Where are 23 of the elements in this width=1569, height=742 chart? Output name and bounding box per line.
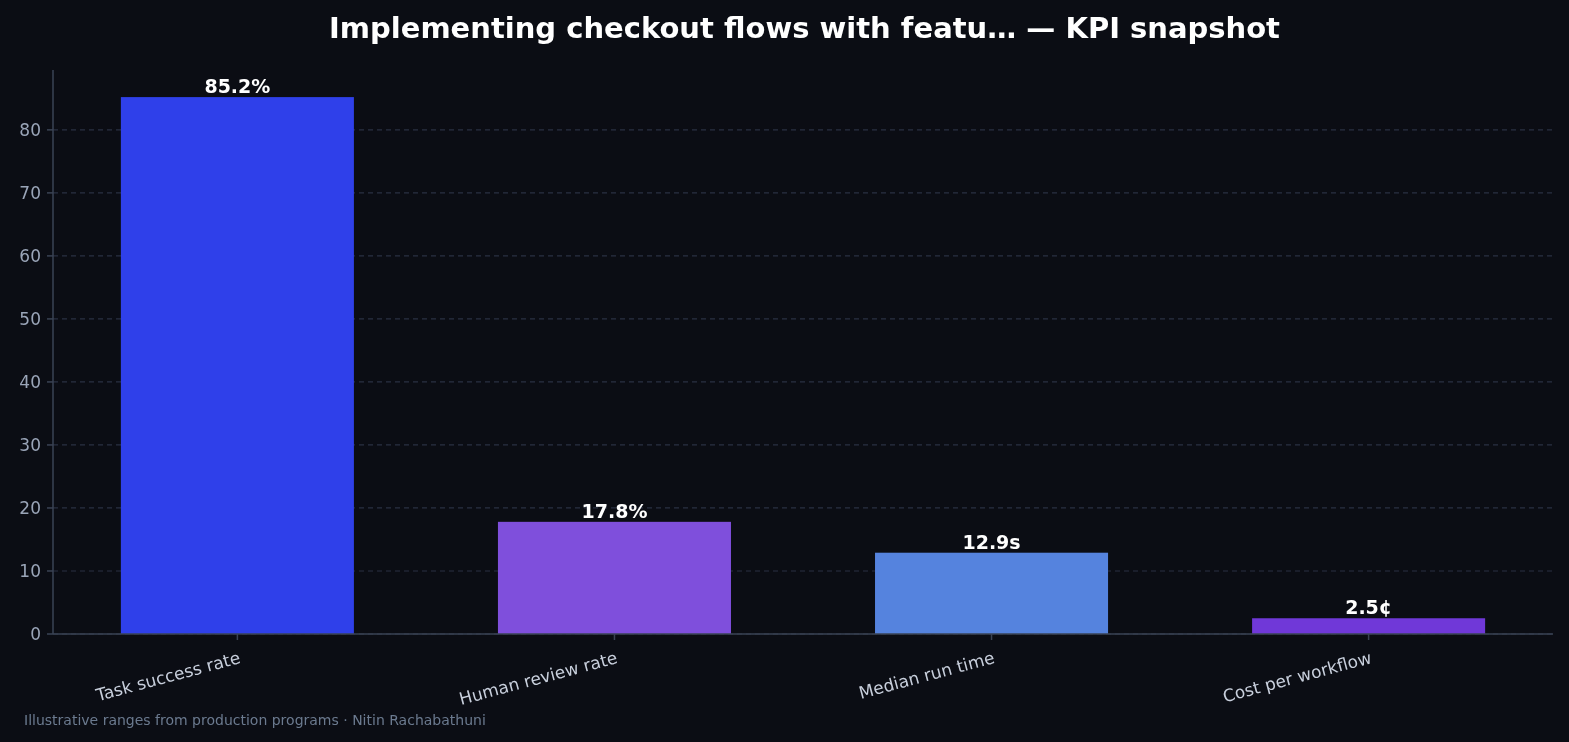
y-tick-label: 60 — [19, 245, 41, 266]
y-tick-label: 50 — [19, 308, 41, 329]
x-tick-label: Cost per workflow — [1220, 647, 1374, 707]
y-tick-label: 0 — [30, 623, 41, 644]
bar — [1252, 618, 1486, 634]
y-tick-label: 30 — [19, 434, 41, 455]
y-tick-label: 40 — [19, 371, 41, 392]
x-tick-label: Human review rate — [456, 647, 620, 709]
data-label: 17.8% — [581, 499, 648, 522]
data-label: 85.2% — [204, 75, 271, 98]
y-tick-label: 20 — [19, 497, 41, 518]
bar — [497, 521, 731, 634]
data-label: 12.9s — [962, 530, 1021, 553]
data-label: 2.5¢ — [1345, 596, 1393, 619]
chart-title: Implementing checkout flows with featu… — KPI snapshot — [329, 11, 1281, 45]
y-tick-label: 10 — [19, 560, 41, 581]
x-tick-label: Median run time — [856, 647, 997, 703]
bar — [120, 97, 354, 634]
y-tick-label: 80 — [19, 119, 41, 140]
x-tick-label: Task success rate — [92, 647, 243, 706]
bar — [875, 552, 1109, 634]
text: Illustrative ranges from production programs · Nitin Rachabathuni — [24, 712, 486, 728]
y-tick-label: 70 — [19, 182, 41, 203]
